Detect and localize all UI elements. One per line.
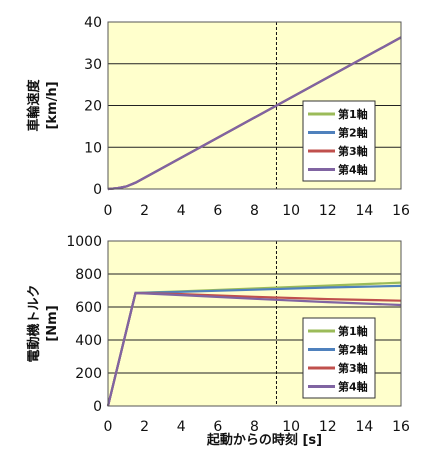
y-axis-label: [km/h] [45,81,60,129]
x-tick-label: 14 [355,419,373,435]
y-tick-label: 400 [75,333,102,349]
y-tick-label: 0 [93,399,102,415]
x-tick-label: 2 [140,419,149,435]
x-tick-label: 10 [282,419,300,435]
x-tick-label: 16 [392,419,410,435]
x-axis-label: 起動からの時刻 [s] [206,432,322,448]
x-tick-label: 0 [104,203,113,219]
y-tick-label: 800 [75,267,102,283]
legend-label: 第4軸 [338,380,368,394]
series-line-axis-4 [106,291,402,407]
chart-1: 0 2 4 6 8 10 12 14 16 0 10 20 30 40 車輪速度 [km/h] 第1軸第2軸第3… [26,15,410,219]
y-tick-label: 600 [75,300,102,316]
x-tick-label: 4 [177,203,186,219]
y-axis-label: 電動機トルク [26,284,42,362]
plot-frame [107,240,402,407]
x-tick-label: 6 [213,419,222,435]
y-tick-label: 1000 [66,234,102,250]
plot-frame [107,21,402,190]
x-tick-label: 6 [213,203,222,219]
y-tick-label: 0 [93,182,102,198]
y-axis-label: 車輪速度 [26,79,42,132]
y-tick-label: 200 [75,366,102,382]
x-tick-label: 14 [355,203,373,219]
x-tick-label: 10 [282,203,300,219]
legend-label: 第3軸 [338,361,368,375]
x-tick-label: 12 [319,203,337,219]
x-tick-label: 12 [319,419,337,435]
y-axis-label: [Nm] [45,305,60,341]
legend-label: 第2軸 [338,343,368,357]
x-tick-label: 8 [250,203,259,219]
y-tick-label: 40 [84,15,102,31]
y-tick-label: 30 [84,57,102,73]
x-tick-label: 2 [140,203,149,219]
x-tick-label: 16 [392,203,410,219]
legend-label: 第4軸 [338,163,368,177]
y-tick-label: 20 [84,99,102,115]
chart-2: 0 2 4 6 8 10 12 14 16 0 200 400 600 800 1000 電動機トルク [Nm]… [26,234,410,448]
legend-label: 第1軸 [338,324,368,338]
legend-label: 第2軸 [338,126,368,140]
series-line-axis-4 [107,36,402,191]
y-tick-label: 10 [84,140,102,156]
x-tick-label: 8 [250,419,259,435]
legend-label: 第1軸 [338,107,368,121]
legend-label: 第3軸 [338,144,368,158]
x-tick-label: 0 [104,419,113,435]
x-tick-label: 4 [177,419,186,435]
